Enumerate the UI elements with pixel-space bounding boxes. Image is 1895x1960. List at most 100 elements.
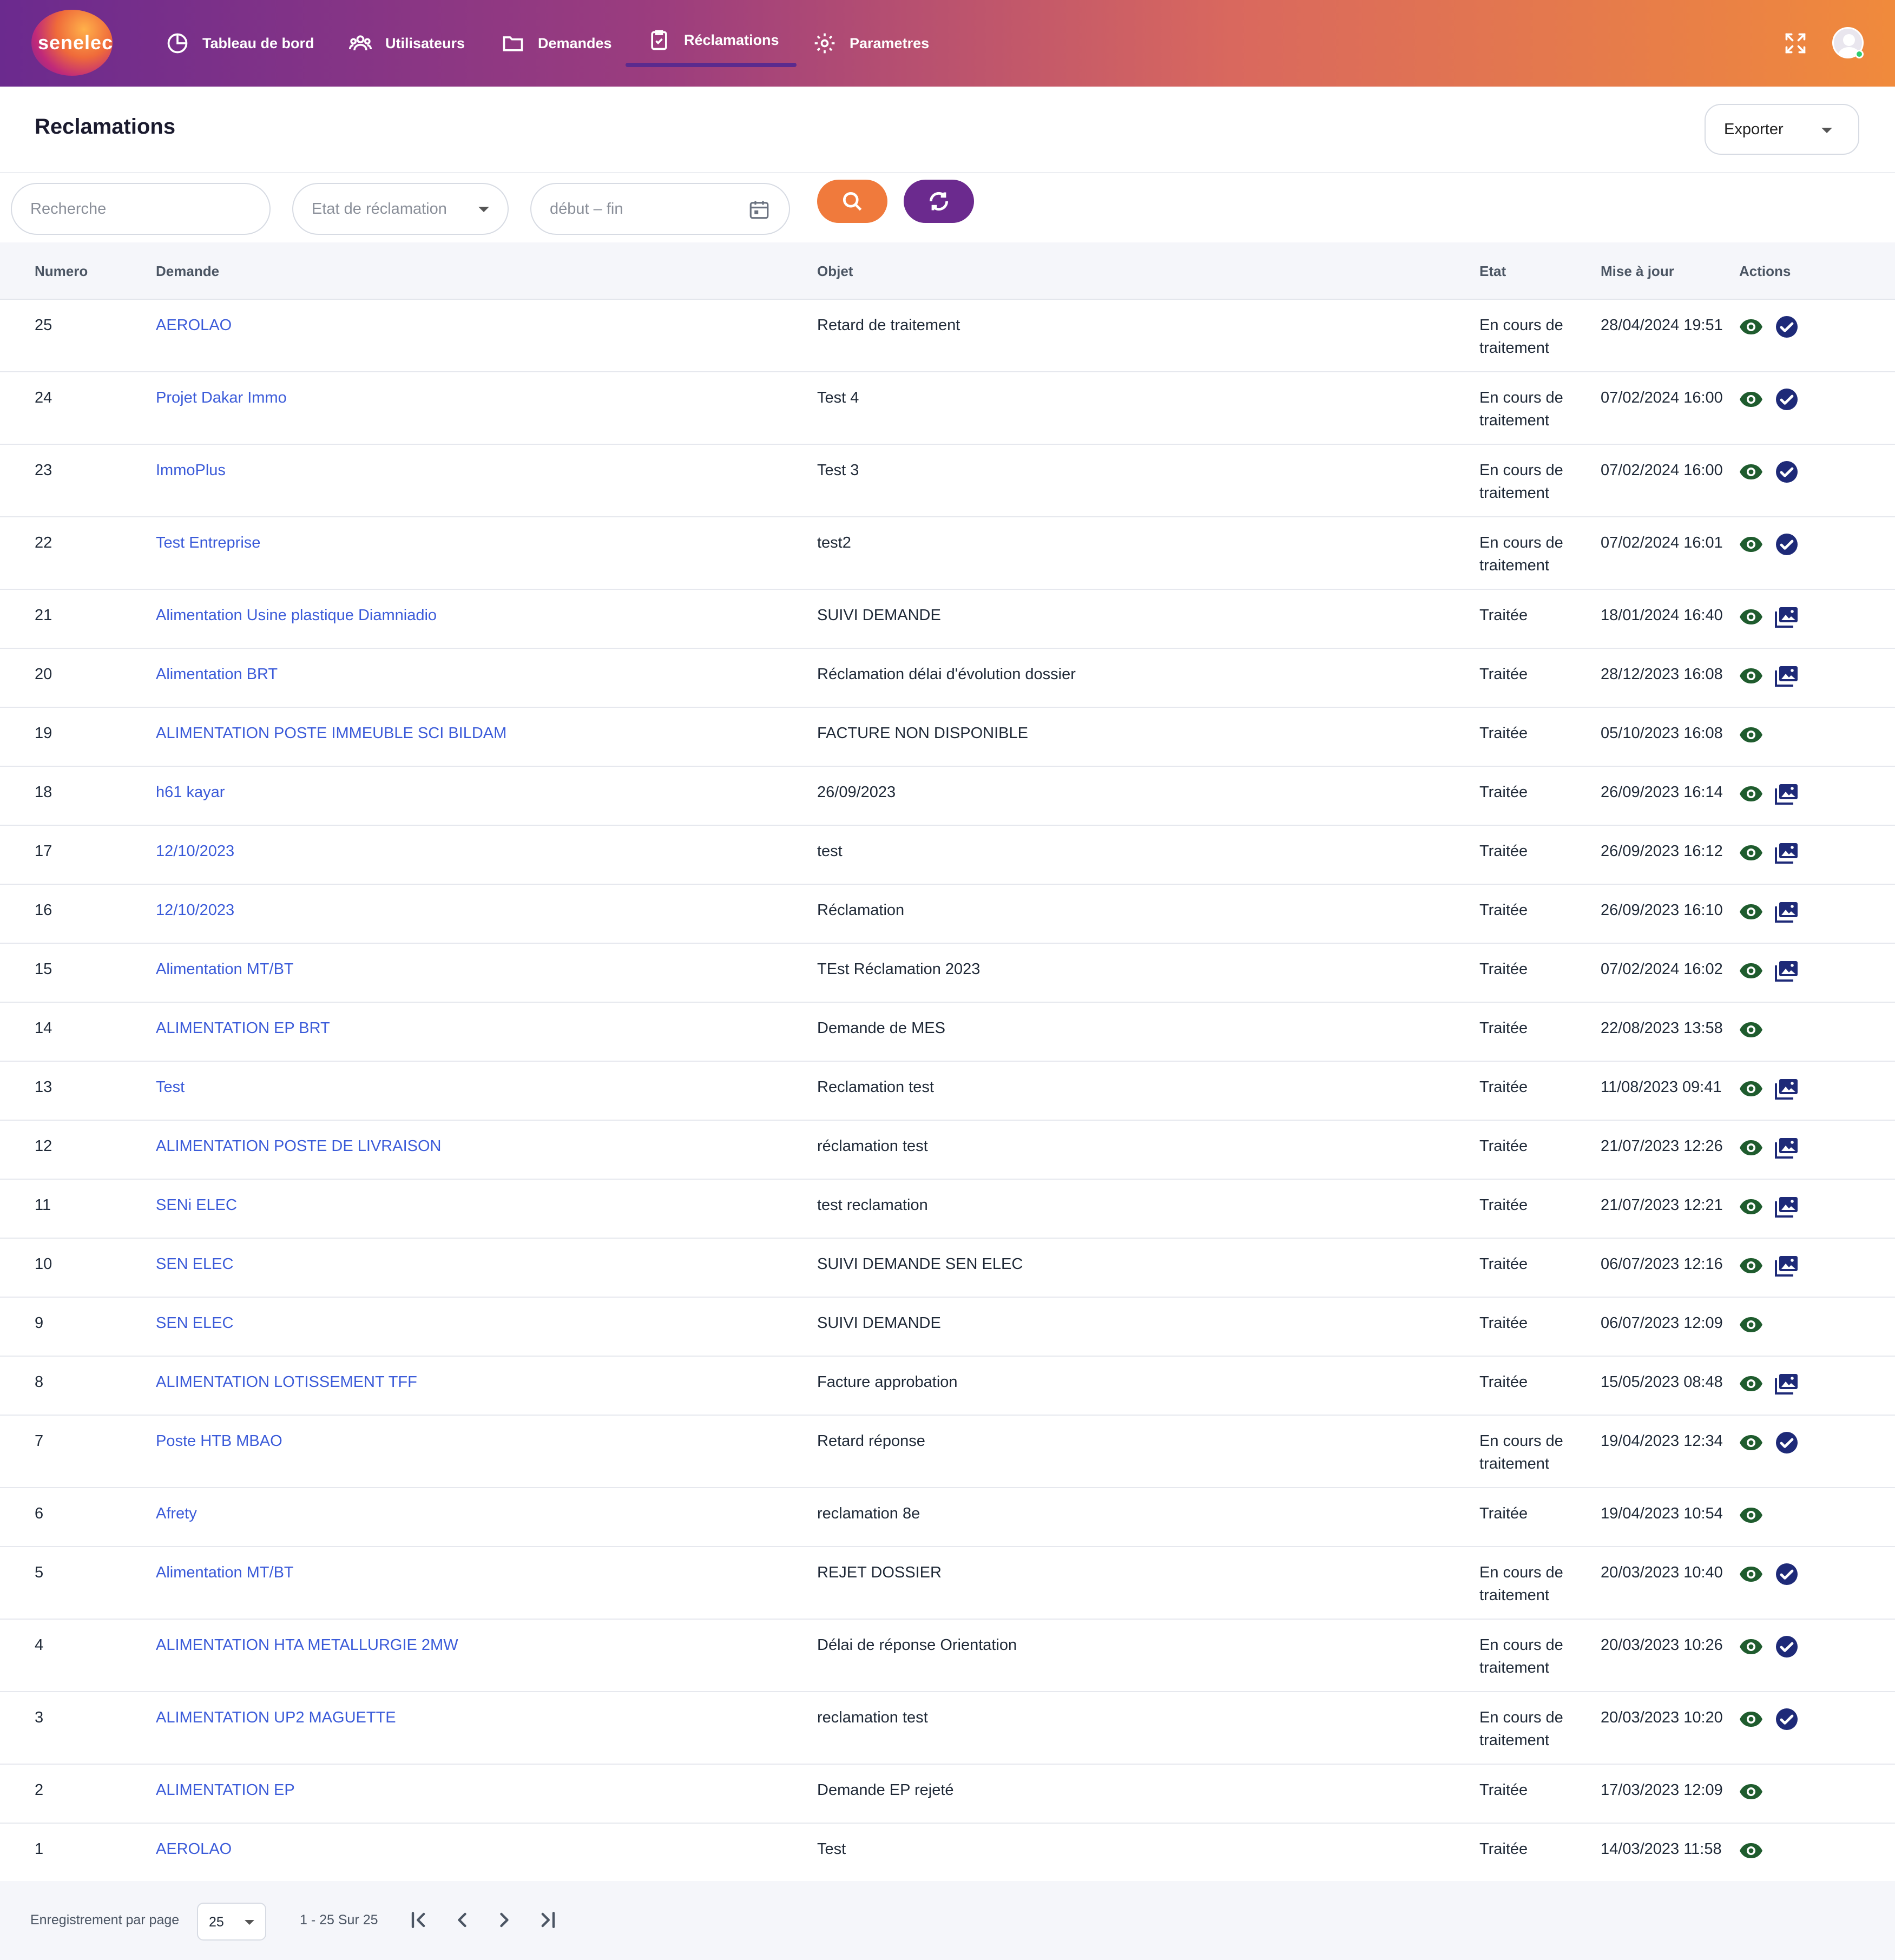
last-page-button[interactable]: [536, 1908, 560, 1932]
view-eye-icon[interactable]: [1738, 1779, 1764, 1805]
cell-mise-a-jour: 06/07/2023 12:16: [1601, 1255, 1723, 1273]
view-eye-icon[interactable]: [1738, 1371, 1764, 1397]
cell-demande-link[interactable]: SENi ELEC: [156, 1196, 237, 1214]
table-row: 22 Test Entreprise test2 En cours de traite…: [0, 517, 1895, 590]
cell-demande-link[interactable]: ALIMENTATION LOTISSEMENT TFF: [156, 1373, 417, 1391]
next-page-button[interactable]: [492, 1908, 516, 1932]
search-input[interactable]: Recherche: [11, 183, 271, 235]
view-eye-icon[interactable]: [1738, 663, 1764, 689]
validate-check-icon[interactable]: [1774, 531, 1800, 557]
nav-item-parametres[interactable]: Parametres: [813, 23, 929, 64]
view-eye-icon[interactable]: [1738, 1502, 1764, 1528]
view-eye-icon[interactable]: [1738, 1634, 1764, 1660]
cell-demande-link[interactable]: ALIMENTATION POSTE DE LIVRAISON: [156, 1137, 442, 1155]
cell-objet: Test 4: [817, 389, 859, 406]
nav-item-demandes[interactable]: Demandes: [501, 23, 612, 64]
view-eye-icon[interactable]: [1738, 840, 1764, 866]
nav-item-reclamations[interactable]: Réclamations: [626, 19, 797, 67]
column-header-etat[interactable]: Etat: [1479, 263, 1506, 279]
view-eye-icon[interactable]: [1738, 958, 1764, 984]
cell-demande-link[interactable]: 12/10/2023: [156, 902, 235, 919]
nav-label: Demandes: [538, 35, 612, 51]
status-select[interactable]: Etat de réclamation: [292, 183, 509, 235]
cell-objet: FACTURE NON DISPONIBLE: [817, 725, 1028, 742]
validate-check-icon[interactable]: [1774, 386, 1800, 412]
first-page-button[interactable]: [407, 1908, 431, 1932]
per-page-select[interactable]: 25: [197, 1903, 266, 1941]
validate-check-icon[interactable]: [1774, 459, 1800, 485]
cell-demande-link[interactable]: 12/10/2023: [156, 843, 235, 860]
cell-demande-link[interactable]: Poste HTB MBAO: [156, 1432, 282, 1450]
view-eye-icon[interactable]: [1738, 1838, 1764, 1864]
view-eye-icon[interactable]: [1738, 1312, 1764, 1338]
validate-check-icon[interactable]: [1774, 1634, 1800, 1660]
attachments-gallery-icon[interactable]: [1774, 899, 1800, 925]
view-eye-icon[interactable]: [1738, 1194, 1764, 1220]
attachments-gallery-icon[interactable]: [1774, 958, 1800, 984]
cell-demande-link[interactable]: Alimentation Usine plastique Diamniadio: [156, 607, 437, 624]
cell-demande-link[interactable]: Afrety: [156, 1505, 197, 1522]
view-eye-icon[interactable]: [1738, 722, 1764, 748]
view-eye-icon[interactable]: [1738, 604, 1764, 630]
attachments-gallery-icon[interactable]: [1774, 1194, 1800, 1220]
attachments-gallery-icon[interactable]: [1774, 1076, 1800, 1102]
reset-button[interactable]: [904, 180, 974, 223]
column-header-numero[interactable]: Numero: [35, 263, 88, 279]
attachments-gallery-icon[interactable]: [1774, 604, 1800, 630]
validate-check-icon[interactable]: [1774, 1706, 1800, 1732]
cell-demande-link[interactable]: AEROLAO: [156, 317, 232, 334]
validate-check-icon[interactable]: [1774, 1561, 1800, 1587]
cell-demande-link[interactable]: ImmoPlus: [156, 462, 226, 479]
cell-demande-link[interactable]: Alimentation MT/BT: [156, 961, 294, 978]
cell-demande-link[interactable]: ALIMENTATION EP BRT: [156, 1020, 330, 1037]
nav-item-utilisateurs[interactable]: Utilisateurs: [348, 23, 465, 64]
attachments-gallery-icon[interactable]: [1774, 663, 1800, 689]
cell-etat: Traitée: [1479, 1840, 1528, 1858]
export-dropdown[interactable]: Exporter: [1705, 104, 1859, 155]
cell-demande-link[interactable]: h61 kayar: [156, 784, 225, 801]
date-range-input[interactable]: début – fin: [530, 183, 790, 235]
attachments-gallery-icon[interactable]: [1774, 1135, 1800, 1161]
cell-demande-link[interactable]: Test Entreprise: [156, 534, 261, 551]
column-header-mise-a-jour[interactable]: Mise à jour: [1601, 263, 1674, 279]
cell-demande-link[interactable]: Alimentation MT/BT: [156, 1564, 294, 1581]
cell-demande-link[interactable]: ALIMENTATION POSTE IMMEUBLE SCI BILDAM: [156, 725, 507, 742]
view-eye-icon[interactable]: [1738, 899, 1764, 925]
column-header-demande[interactable]: Demande: [156, 263, 220, 279]
attachments-gallery-icon[interactable]: [1774, 1253, 1800, 1279]
cell-demande-link[interactable]: ALIMENTATION EP: [156, 1781, 295, 1799]
senelec-logo[interactable]: [31, 10, 113, 76]
view-eye-icon[interactable]: [1738, 1430, 1764, 1456]
cell-demande-link[interactable]: ALIMENTATION UP2 MAGUETTE: [156, 1709, 396, 1726]
validate-check-icon[interactable]: [1774, 314, 1800, 340]
nav-item-tableau-de-bord[interactable]: Tableau de bord: [166, 23, 314, 64]
cell-demande-link[interactable]: Alimentation BRT: [156, 666, 278, 683]
view-eye-icon[interactable]: [1738, 1706, 1764, 1732]
cell-demande-link[interactable]: SEN ELEC: [156, 1255, 234, 1273]
calendar-icon[interactable]: [748, 198, 771, 221]
view-eye-icon[interactable]: [1738, 1135, 1764, 1161]
view-eye-icon[interactable]: [1738, 459, 1764, 485]
view-eye-icon[interactable]: [1738, 1561, 1764, 1587]
search-button[interactable]: [817, 180, 887, 223]
view-eye-icon[interactable]: [1738, 781, 1764, 807]
table-row: 8 ALIMENTATION LOTISSEMENT TFF Facture app…: [0, 1357, 1895, 1416]
view-eye-icon[interactable]: [1738, 1076, 1764, 1102]
prev-page-button[interactable]: [450, 1908, 474, 1932]
attachments-gallery-icon[interactable]: [1774, 840, 1800, 866]
view-eye-icon[interactable]: [1738, 531, 1764, 557]
cell-demande-link[interactable]: SEN ELEC: [156, 1314, 234, 1332]
cell-demande-link[interactable]: ALIMENTATION HTA METALLURGIE 2MW: [156, 1636, 458, 1654]
view-eye-icon[interactable]: [1738, 386, 1764, 412]
cell-demande-link[interactable]: Projet Dakar Immo: [156, 389, 287, 406]
cell-demande-link[interactable]: Test: [156, 1078, 185, 1096]
cell-demande-link[interactable]: AEROLAO: [156, 1840, 232, 1858]
attachments-gallery-icon[interactable]: [1774, 781, 1800, 807]
column-header-objet[interactable]: Objet: [817, 263, 853, 279]
view-eye-icon[interactable]: [1738, 1253, 1764, 1279]
attachments-gallery-icon[interactable]: [1774, 1371, 1800, 1397]
validate-check-icon[interactable]: [1774, 1430, 1800, 1456]
view-eye-icon[interactable]: [1738, 314, 1764, 340]
fullscreen-icon[interactable]: [1784, 31, 1807, 55]
view-eye-icon[interactable]: [1738, 1017, 1764, 1043]
